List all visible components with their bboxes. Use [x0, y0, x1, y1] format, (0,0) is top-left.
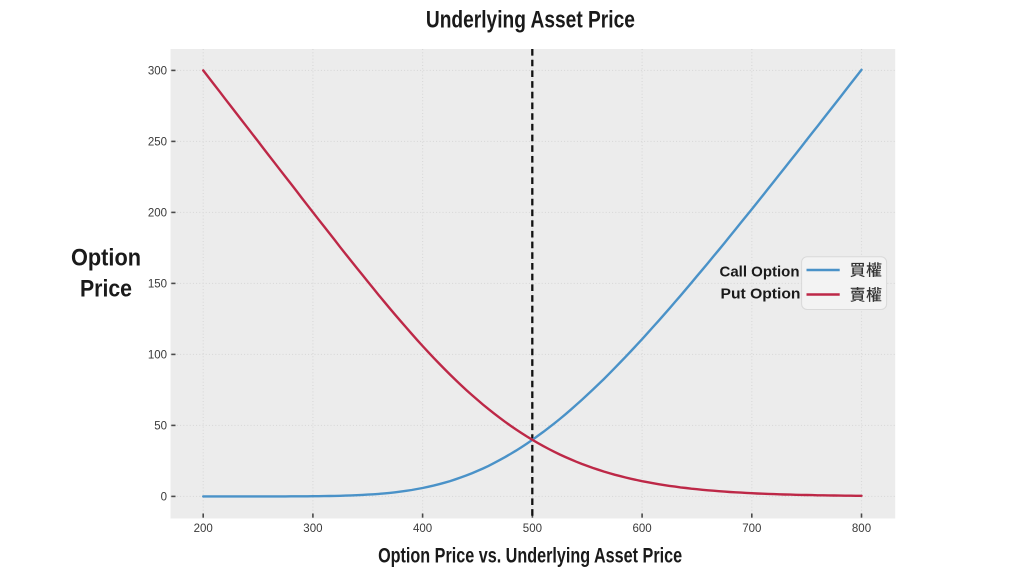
svg-text:300: 300	[303, 523, 322, 535]
svg-text:150: 150	[148, 279, 167, 291]
svg-text:800: 800	[852, 523, 871, 535]
svg-text:700: 700	[742, 523, 761, 535]
svg-text:Price: Price	[80, 275, 132, 302]
svg-text:250: 250	[148, 137, 167, 149]
svg-text:500: 500	[523, 523, 542, 535]
svg-text:Put Option: Put Option	[721, 286, 801, 303]
svg-text:Option Price vs. Underlying As: Option Price vs. Underlying Asset Price	[378, 545, 682, 568]
svg-text:400: 400	[413, 523, 432, 535]
svg-text:100: 100	[148, 350, 167, 362]
svg-text:Call Option: Call Option	[720, 264, 800, 281]
svg-text:Underlying Asset Price: Underlying Asset Price	[426, 6, 635, 33]
svg-text:600: 600	[633, 523, 652, 535]
svg-text:200: 200	[194, 523, 213, 535]
svg-text:200: 200	[148, 208, 167, 220]
svg-text:50: 50	[154, 421, 167, 433]
svg-text:300: 300	[148, 66, 167, 78]
svg-text:Option: Option	[71, 245, 141, 272]
svg-text:0: 0	[161, 492, 167, 504]
